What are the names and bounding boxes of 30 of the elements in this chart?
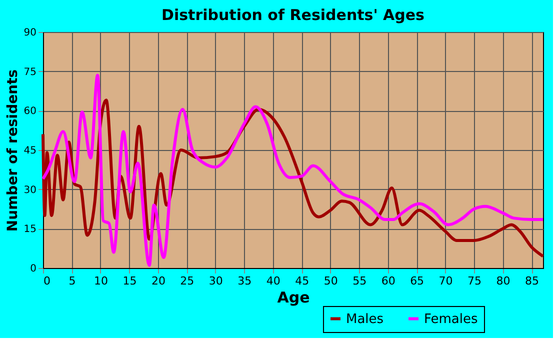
y-tick-label: 15 xyxy=(24,224,36,236)
x-tick-label: 0 xyxy=(44,274,50,288)
x-tick-label: 15 xyxy=(122,274,137,288)
x-tick-label: 5 xyxy=(68,274,76,288)
y-tick-label: 0 xyxy=(30,264,36,274)
y-axis-title: Number of residents xyxy=(4,69,21,232)
x-tick-label: 10 xyxy=(94,274,108,288)
legend-label: Females xyxy=(424,312,478,327)
x-tick-label: 80 xyxy=(496,274,510,288)
y-tick-label: 30 xyxy=(24,184,36,196)
x-axis-title: Age xyxy=(277,288,310,306)
x-tick-label: 85 xyxy=(525,274,540,288)
x-tick-label: 75 xyxy=(468,274,482,288)
x-tick-label: 55 xyxy=(352,274,367,288)
x-tick-label: 35 xyxy=(238,274,252,288)
x-tick-label: 60 xyxy=(381,274,396,288)
y-tick-label: 60 xyxy=(24,106,36,118)
x-tick-label: 70 xyxy=(438,274,453,288)
x-tick-label: 65 xyxy=(410,274,424,288)
y-tick-label: 90 xyxy=(24,28,36,38)
x-tick-label: 30 xyxy=(208,274,223,288)
y-tick-label: 45 xyxy=(24,146,36,156)
x-tick-label: 20 xyxy=(151,274,166,288)
y-tick-label: 75 xyxy=(24,66,36,78)
x-tick-label: 25 xyxy=(180,274,194,288)
x-tick-label: 40 xyxy=(266,274,280,288)
chart-title: Distribution of Residents' Ages xyxy=(162,6,425,24)
x-tick-label: 50 xyxy=(324,274,338,288)
legend-label: Males xyxy=(346,312,384,327)
x-tick-label: 45 xyxy=(295,274,310,288)
